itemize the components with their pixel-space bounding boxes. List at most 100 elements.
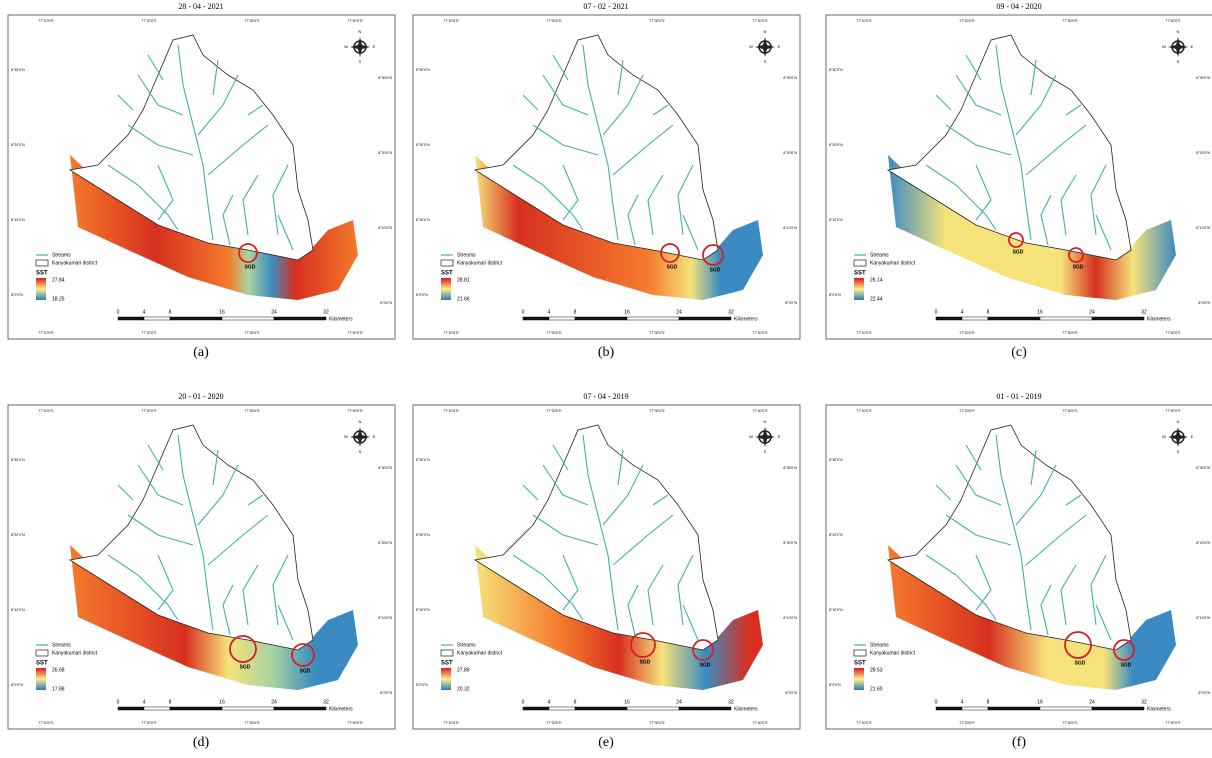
lat-label: 8°30'0"N [416, 458, 430, 462]
sgd-label: SGD [240, 664, 251, 670]
legend-label: Kanyakumari district [52, 260, 98, 266]
scale-segment [962, 707, 988, 710]
lat-label: 8°20'0"N [378, 541, 392, 545]
lon-label: 77°30'0"E [1062, 721, 1078, 725]
lon-label: 77°20'0"E [546, 409, 562, 413]
scale-tick: 4 [548, 309, 551, 315]
scale-segment [1040, 707, 1092, 710]
lat-label: 8°0'0"N [1198, 301, 1210, 305]
lat-label: 8°0'0"N [785, 301, 797, 305]
scale-tick: 32 [323, 309, 329, 315]
compass-letter: S [1177, 449, 1180, 454]
panel-caption: (a) [193, 345, 209, 360]
legend-min: 20.32 [457, 686, 470, 692]
scale-tick: 24 [1089, 699, 1095, 705]
scale-tick: 0 [117, 699, 120, 705]
scale-segment [988, 707, 1040, 710]
compass-letter: E [373, 434, 376, 439]
scale-segment [549, 317, 575, 320]
lon-label: 77°40'0"E [1165, 409, 1181, 413]
scale-tick: 32 [728, 699, 734, 705]
legend-ramp [854, 668, 864, 690]
legend-ramp [36, 668, 46, 690]
legend-sst: SST [854, 271, 866, 277]
lon-label: 77°20'0"E [141, 409, 157, 413]
scale-unit: Kilometers [329, 316, 353, 322]
sgd-label: SGD [700, 662, 711, 668]
lat-label: 8°30'0"N [11, 68, 25, 72]
legend-label: Kanyakumari district [457, 650, 503, 656]
sgd-label: SGD [1013, 249, 1024, 255]
sgd-label: SGD [1073, 264, 1084, 270]
map-panel: 77°10'0"E77°10'0"E77°20'0"E77°20'0"E77°3… [8, 405, 395, 729]
lon-label: 77°10'0"E [443, 331, 459, 335]
compass-letter: N [764, 29, 767, 34]
lon-label: 77°20'0"E [141, 19, 157, 23]
scale-tick: 16 [1037, 699, 1043, 705]
legend-min: 21.60 [870, 686, 883, 692]
lon-label: 77°10'0"E [856, 721, 872, 725]
panel-title: 01 - 01 - 2019 [996, 392, 1041, 401]
lat-label: 8°30'0"N [829, 68, 843, 72]
legend-sst: SST [441, 661, 453, 667]
scale-segment [679, 317, 731, 320]
scale-segment [627, 707, 679, 710]
legend-min: 17.88 [52, 686, 65, 692]
scale-segment [1040, 317, 1092, 320]
compass-letter: W [1162, 434, 1166, 439]
legend-sst: SST [36, 661, 48, 667]
scale-segment [575, 317, 627, 320]
compass-letter: W [344, 44, 348, 49]
lat-label: 8°20'0"N [829, 533, 843, 537]
lon-label: 77°10'0"E [38, 19, 54, 23]
sgd-label: SGD [245, 264, 256, 270]
lon-label: 77°40'0"E [1165, 721, 1181, 725]
lat-label: 8°10'0"N [416, 608, 430, 612]
lon-label: 77°30'0"E [244, 19, 260, 23]
lat-label: 8°20'0"N [11, 143, 25, 147]
panel-caption: (e) [598, 735, 614, 750]
lon-label: 77°10'0"E [856, 409, 872, 413]
scale-tick: 24 [676, 309, 682, 315]
panel-title: 07 - 02 - 2021 [583, 2, 628, 11]
lat-label: 8°0'0"N [380, 301, 392, 305]
scale-segment [679, 707, 731, 710]
lat-label: 8°10'0"N [416, 218, 430, 222]
scale-tick: 16 [219, 699, 225, 705]
lon-label: 77°30'0"E [244, 721, 260, 725]
lat-label: 8°30'0"N [829, 458, 843, 462]
scale-segment [936, 707, 962, 710]
scale-unit: Kilometers [734, 706, 758, 712]
compass-letter: S [764, 449, 767, 454]
legend-ramp [441, 668, 451, 690]
legend-ramp [441, 278, 451, 300]
legend-max: 27.84 [52, 277, 65, 283]
scale-tick: 4 [961, 309, 964, 315]
legend-ramp [854, 278, 864, 300]
legend-label: Streams [870, 252, 889, 258]
scale-tick: 8 [987, 699, 990, 705]
lon-label: 77°30'0"E [244, 409, 260, 413]
lat-label: 8°0'0"N [829, 293, 841, 297]
sgd-label: SGD [1121, 662, 1132, 668]
scale-segment [144, 707, 170, 710]
lat-label: 8°10'0"N [783, 616, 797, 620]
scale-segment [118, 707, 144, 710]
lat-label: 8°10'0"N [378, 226, 392, 230]
lon-label: 77°20'0"E [546, 721, 562, 725]
lon-label: 77°30'0"E [649, 331, 665, 335]
lat-label: 8°10'0"N [829, 218, 843, 222]
map-panel: 77°10'0"E77°10'0"E77°20'0"E77°20'0"E77°3… [413, 15, 800, 339]
lat-label: 8°10'0"N [378, 616, 392, 620]
scale-segment [222, 707, 274, 710]
lon-label: 77°40'0"E [752, 19, 768, 23]
lon-label: 77°20'0"E [959, 409, 975, 413]
compass-letter: W [749, 434, 753, 439]
lon-label: 77°30'0"E [1062, 331, 1078, 335]
scale-tick: 16 [624, 699, 630, 705]
scale-unit: Kilometers [734, 316, 758, 322]
scale-tick: 0 [117, 309, 120, 315]
legend-label: Streams [457, 252, 476, 258]
lat-label: 8°30'0"N [783, 466, 797, 470]
lon-label: 77°20'0"E [141, 721, 157, 725]
